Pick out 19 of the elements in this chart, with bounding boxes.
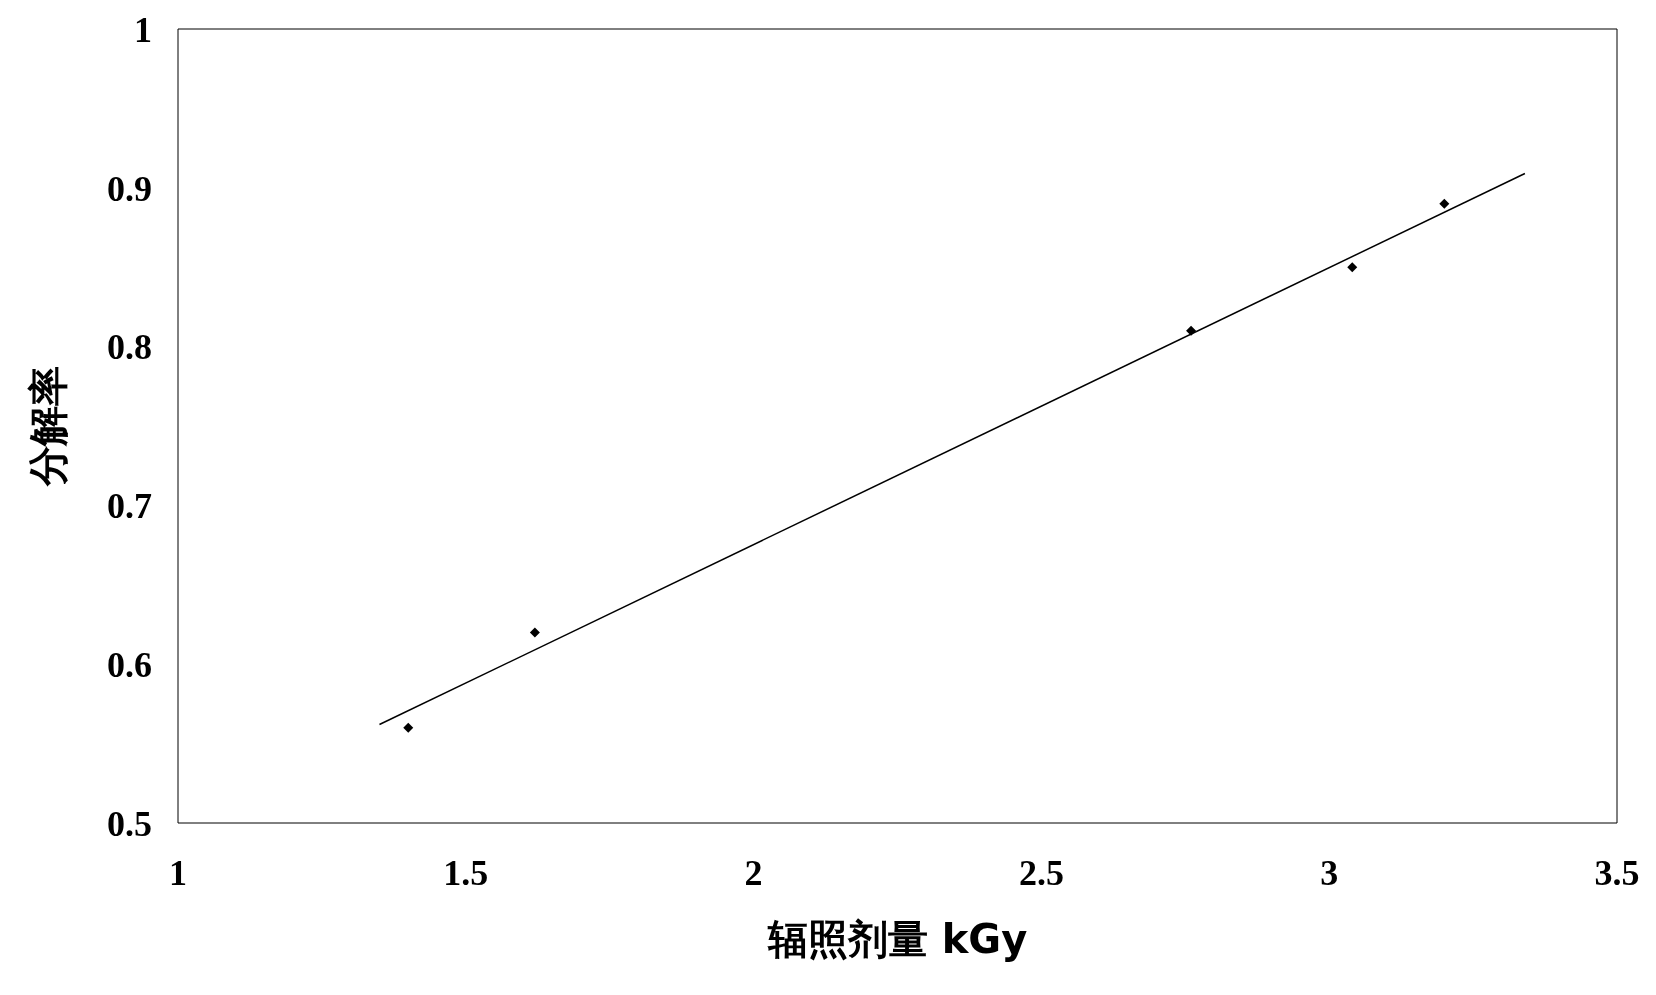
y-tick-label: 0.9: [107, 168, 152, 209]
point: [1347, 262, 1358, 273]
y-tick-label: 1: [134, 9, 152, 50]
x-tick-label: 3: [1320, 852, 1339, 893]
x-tick-label: 3.5: [1594, 852, 1640, 893]
y-tick-label: 0.7: [107, 486, 152, 527]
x-tick-label: 2: [744, 852, 763, 893]
y-axis-title: 分解率: [25, 366, 72, 487]
x-tick-label: 2.5: [1018, 852, 1064, 893]
point: [1186, 325, 1197, 336]
x-axis-title: 辐照剂量 kGy: [766, 916, 1028, 962]
point: [403, 722, 414, 733]
y-tick-label: 0.8: [107, 327, 152, 368]
y-tick-label: 0.5: [107, 803, 152, 844]
x-tick-label: 1.5: [443, 852, 489, 893]
point: [529, 627, 540, 638]
x-tick-label: 1: [169, 852, 187, 893]
y-tick-label: 0.6: [107, 644, 152, 685]
point: [1439, 198, 1450, 209]
